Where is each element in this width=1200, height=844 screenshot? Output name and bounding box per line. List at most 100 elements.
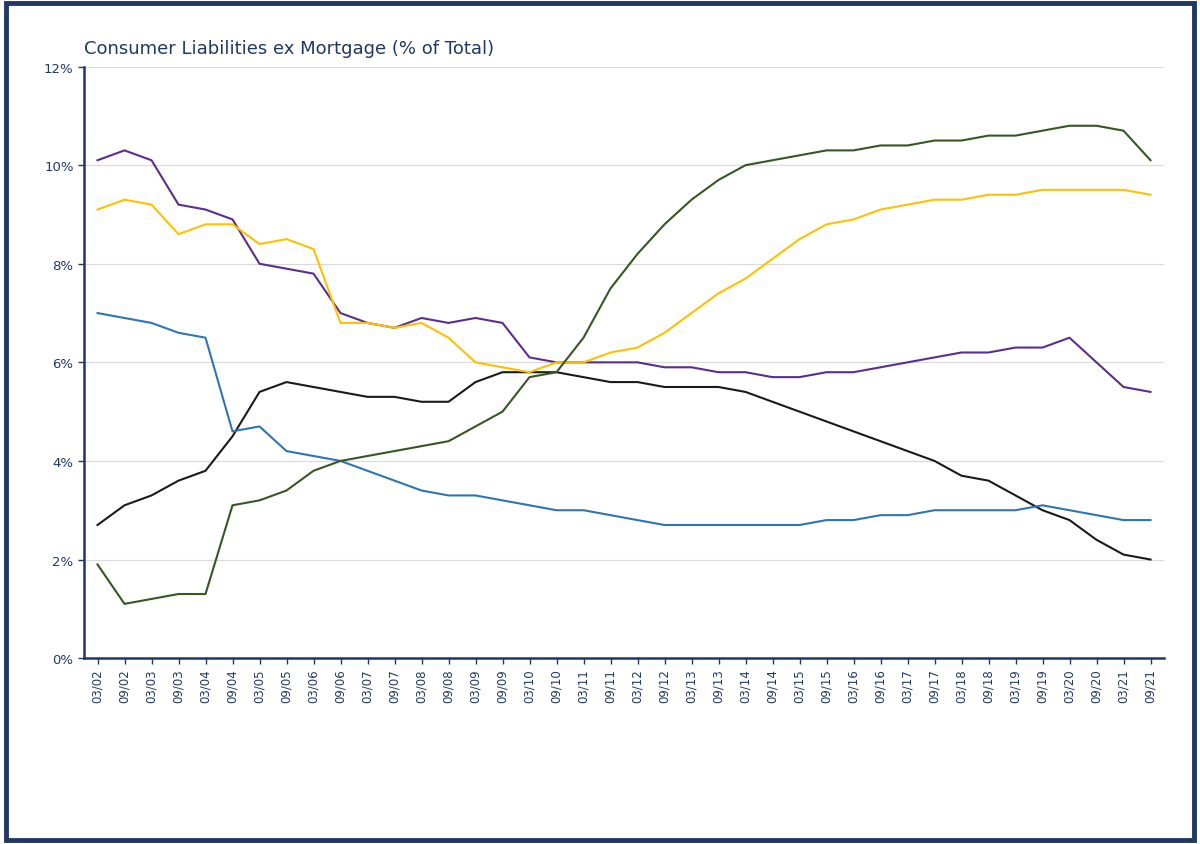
Credit Card xyxy=(442,318,456,328)
Auto Loans xyxy=(576,358,590,368)
Other xyxy=(252,422,266,432)
Student Debt xyxy=(1036,127,1050,137)
Auto Loans xyxy=(1062,186,1076,196)
Other xyxy=(982,506,996,516)
Student Debt xyxy=(252,495,266,506)
Auto Loans xyxy=(360,318,374,328)
Revolving Credit xyxy=(604,377,618,387)
Other xyxy=(198,333,212,344)
Revolving Credit xyxy=(172,476,186,486)
Credit Card xyxy=(1090,358,1104,368)
Other xyxy=(442,490,456,500)
Auto Loans xyxy=(928,195,942,205)
Credit Card xyxy=(928,353,942,363)
Student Debt xyxy=(226,500,240,511)
Other xyxy=(874,511,888,521)
Revolving Credit xyxy=(90,520,104,531)
Student Debt xyxy=(1090,122,1104,132)
Auto Loans xyxy=(820,220,834,230)
Revolving Credit xyxy=(522,368,536,378)
Revolving Credit xyxy=(334,387,348,398)
Other xyxy=(388,476,402,486)
Revolving Credit xyxy=(144,490,158,500)
Student Debt xyxy=(1144,156,1158,166)
Student Debt xyxy=(1116,127,1130,137)
Other xyxy=(820,516,834,526)
Auto Loans xyxy=(118,195,132,205)
Line: Credit Card: Credit Card xyxy=(97,151,1151,392)
Auto Loans xyxy=(712,289,726,299)
Other xyxy=(306,452,320,462)
Auto Loans xyxy=(468,358,482,368)
Auto Loans xyxy=(658,328,672,338)
Auto Loans xyxy=(442,333,456,344)
Other xyxy=(900,511,914,521)
Credit Card xyxy=(846,368,860,378)
Other xyxy=(792,520,806,531)
Other xyxy=(954,506,968,516)
Revolving Credit xyxy=(198,466,212,476)
Credit Card xyxy=(550,358,564,368)
Credit Card xyxy=(360,318,374,328)
Student Debt xyxy=(874,141,888,151)
Auto Loans xyxy=(1008,191,1022,201)
Other xyxy=(1090,511,1104,521)
Credit Card xyxy=(1116,382,1130,392)
Student Debt xyxy=(792,151,806,161)
Other xyxy=(766,520,780,531)
Other xyxy=(928,506,942,516)
Auto Loans xyxy=(414,318,428,328)
Auto Loans xyxy=(738,274,752,284)
Other xyxy=(1036,500,1050,511)
Credit Card xyxy=(1144,387,1158,398)
Student Debt xyxy=(576,333,590,344)
Auto Loans xyxy=(496,363,510,373)
Revolving Credit xyxy=(820,417,834,427)
Student Debt xyxy=(982,132,996,142)
Student Debt xyxy=(712,176,726,186)
Auto Loans xyxy=(954,195,968,205)
Auto Loans xyxy=(900,200,914,210)
Auto Loans xyxy=(388,323,402,333)
Revolving Credit xyxy=(982,476,996,486)
Other xyxy=(144,318,158,328)
Credit Card xyxy=(792,372,806,382)
Other xyxy=(522,500,536,511)
Revolving Credit xyxy=(1144,555,1158,565)
Credit Card xyxy=(226,215,240,225)
Other xyxy=(684,520,698,531)
Other xyxy=(334,457,348,467)
Other xyxy=(360,466,374,476)
Revolving Credit xyxy=(1090,535,1104,545)
Other xyxy=(1144,516,1158,526)
Revolving Credit xyxy=(900,446,914,457)
Student Debt xyxy=(766,156,780,166)
Credit Card xyxy=(118,146,132,156)
Credit Card xyxy=(820,368,834,378)
Credit Card xyxy=(1036,343,1050,353)
Student Debt xyxy=(928,136,942,146)
Other xyxy=(658,520,672,531)
Revolving Credit xyxy=(414,398,428,408)
Revolving Credit xyxy=(874,436,888,446)
Student Debt xyxy=(468,422,482,432)
Other xyxy=(1008,506,1022,516)
Revolving Credit xyxy=(468,377,482,387)
Credit Card xyxy=(900,358,914,368)
Student Debt xyxy=(334,457,348,467)
Revolving Credit xyxy=(388,392,402,403)
Auto Loans xyxy=(144,200,158,210)
Revolving Credit xyxy=(306,382,320,392)
Credit Card xyxy=(468,313,482,323)
Credit Card xyxy=(90,156,104,166)
Student Debt xyxy=(846,146,860,156)
Credit Card xyxy=(144,156,158,166)
Other xyxy=(280,446,294,457)
Credit Card xyxy=(252,259,266,269)
Revolving Credit xyxy=(550,368,564,378)
Line: Student Debt: Student Debt xyxy=(97,127,1151,604)
Other xyxy=(712,520,726,531)
Other xyxy=(576,506,590,516)
Other xyxy=(604,511,618,521)
Revolving Credit xyxy=(792,407,806,417)
